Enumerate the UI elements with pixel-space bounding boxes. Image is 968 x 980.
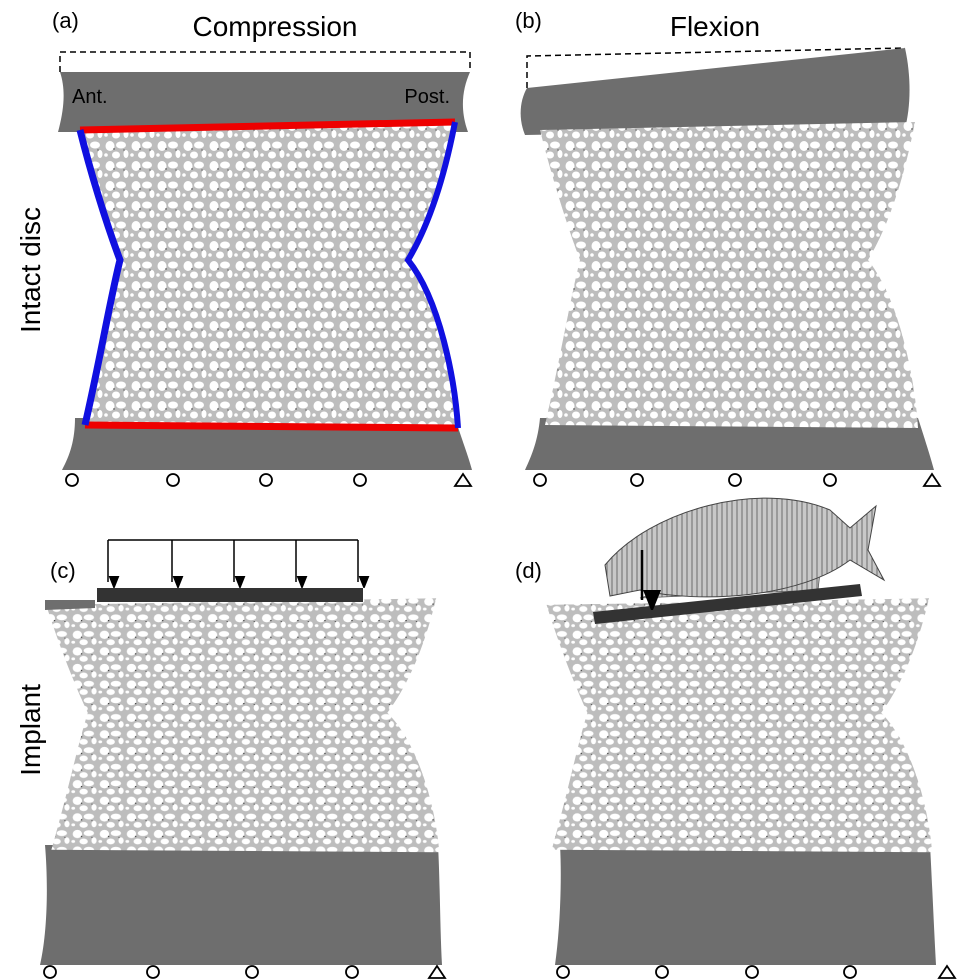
panel-title: Flexion [670, 11, 760, 42]
panel-label: (a) [52, 8, 79, 33]
figure: (a) Compression Ant. Post. (b) Flexion (… [0, 0, 968, 980]
panel-b: (b) Flexion [515, 8, 940, 486]
row-label: Implant [15, 684, 46, 776]
annotation: Post. [404, 86, 450, 108]
panel-title: Compression [193, 11, 358, 42]
row-label: Intact disc [15, 207, 46, 333]
panel-label: (c) [50, 558, 76, 583]
annotation: Ant. [72, 86, 108, 108]
panel-label: (d) [515, 558, 542, 583]
panel-c: (c) [40, 540, 445, 978]
panel-a: (a) Compression Ant. Post. [52, 8, 472, 486]
panel-label: (b) [515, 8, 542, 33]
panel-d: (d) [515, 498, 955, 978]
